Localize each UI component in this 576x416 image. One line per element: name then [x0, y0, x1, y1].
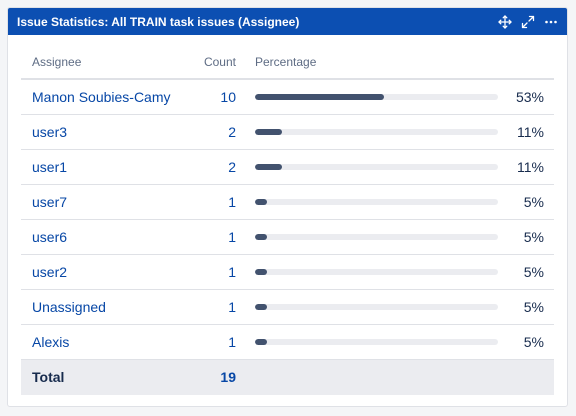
percentage-column-header: Percentage [236, 45, 499, 80]
count-link[interactable]: 1 [228, 263, 236, 280]
assignee-column-header: Assignee [21, 45, 186, 80]
table-row: Alexis 1 5% [21, 324, 554, 360]
percentage-bar-fill [255, 93, 384, 100]
percentage-bar-fill [255, 198, 268, 205]
percentage-bar-fill [255, 163, 282, 170]
assignee-link[interactable]: Alexis [32, 333, 70, 350]
move-icon[interactable] [498, 14, 512, 29]
table-header-row: Assignee Count Percentage [21, 45, 554, 80]
table-row: Manon Soubies-Camy 10 53% [21, 79, 554, 115]
count-link[interactable]: 1 [228, 228, 236, 245]
table-row: user6 1 5% [21, 219, 554, 255]
percentage-bar-fill [255, 268, 268, 275]
table-row: user3 2 11% [21, 114, 554, 150]
table-row: user7 1 5% [21, 184, 554, 220]
more-icon[interactable] [544, 15, 558, 29]
percentage-value: 5% [499, 324, 554, 360]
total-label: Total [21, 359, 186, 395]
percentage-bar [255, 233, 498, 240]
assignee-link[interactable]: Manon Soubies-Camy [32, 88, 171, 105]
count-link[interactable]: 10 [220, 88, 236, 105]
percentage-bar [255, 198, 498, 205]
percentage-bar-fill [255, 233, 268, 240]
gadget-header: Issue Statistics: All TRAIN task issues … [8, 8, 567, 35]
percentage-value: 11% [499, 114, 554, 150]
percentage-value: 53% [499, 79, 554, 115]
percentage-bar-fill [255, 303, 268, 310]
percentage-bar-fill [255, 338, 268, 345]
percentage-value: 11% [499, 149, 554, 185]
percentage-bar [255, 338, 498, 345]
percentage-bar [255, 163, 498, 170]
percentage-bar [255, 128, 498, 135]
assignee-link[interactable]: user3 [32, 123, 68, 140]
total-row: Total 19 [21, 359, 554, 395]
percentage-bar-fill [255, 128, 282, 135]
gadget-title: Issue Statistics: All TRAIN task issues … [17, 14, 300, 29]
table-row: user1 2 11% [21, 149, 554, 185]
percentage-bar [255, 93, 498, 100]
issue-statistics-gadget: Issue Statistics: All TRAIN task issues … [7, 7, 568, 407]
assignee-link[interactable]: Unassigned [32, 298, 106, 315]
percentage-bar [255, 268, 498, 275]
percentage-bar [255, 303, 498, 310]
header-actions [498, 14, 558, 29]
count-link[interactable]: 2 [228, 158, 236, 175]
count-link[interactable]: 2 [228, 123, 236, 140]
assignee-link[interactable]: user1 [32, 158, 68, 175]
assignee-link[interactable]: user2 [32, 263, 68, 280]
percentage-value: 5% [499, 219, 554, 255]
percentage-value: 5% [499, 289, 554, 325]
assignee-link[interactable]: user7 [32, 193, 68, 210]
table-row: Unassigned 1 5% [21, 289, 554, 325]
total-count[interactable]: 19 [186, 359, 236, 395]
count-column-header: Count [186, 45, 236, 80]
count-link[interactable]: 1 [228, 298, 236, 315]
statistics-table: Assignee Count Percentage Manon Soubies-… [21, 45, 554, 395]
percent-value-column-header [499, 45, 554, 80]
count-link[interactable]: 1 [228, 193, 236, 210]
assignee-link[interactable]: user6 [32, 228, 68, 245]
table-row: user2 1 5% [21, 254, 554, 290]
percentage-value: 5% [499, 184, 554, 220]
expand-icon[interactable] [521, 15, 535, 29]
count-link[interactable]: 1 [228, 333, 236, 350]
percentage-value: 5% [499, 254, 554, 290]
